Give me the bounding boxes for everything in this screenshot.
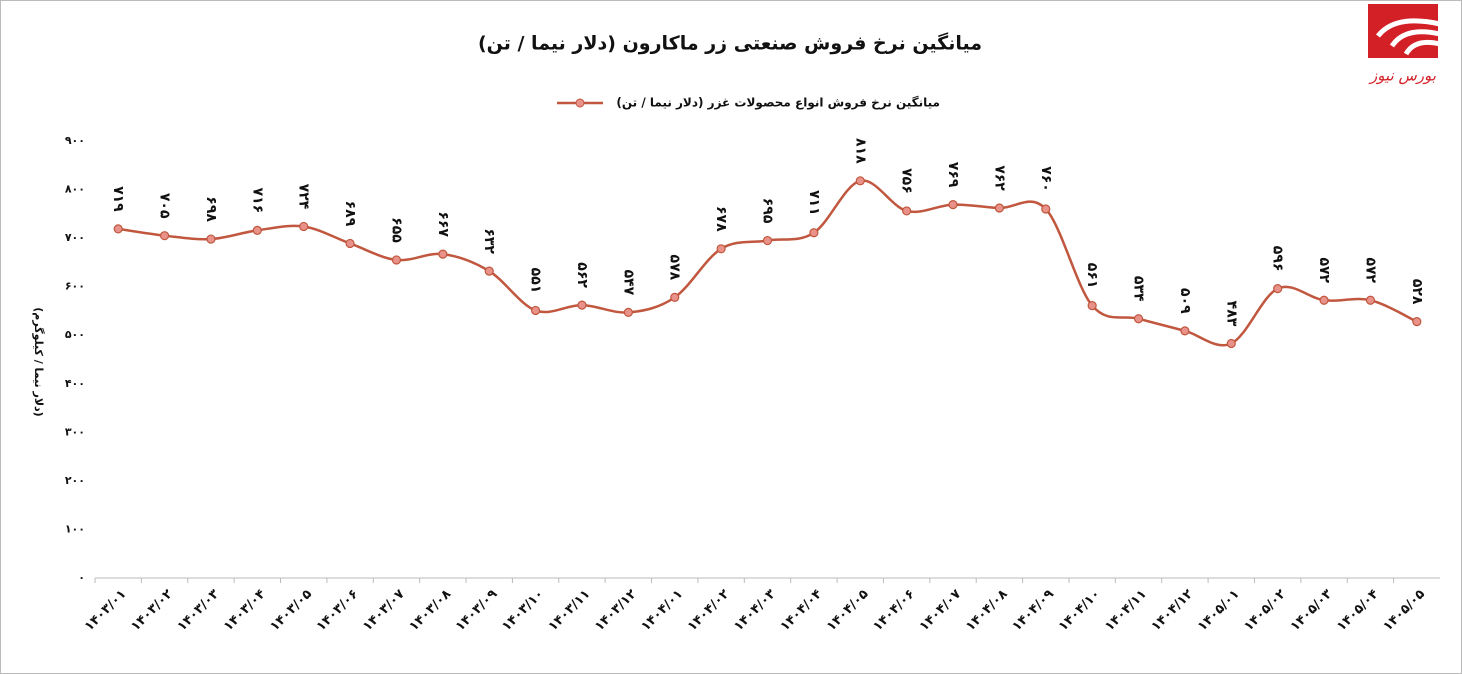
marker <box>670 292 680 302</box>
marker <box>948 200 958 210</box>
y-tick-label: ۰ <box>78 571 85 584</box>
y-tick-label: ۴۰۰ <box>65 377 85 390</box>
y-tick-label: ۱۰۰ <box>65 522 85 535</box>
data-label: ۷۱۹ <box>110 186 126 212</box>
line <box>118 179 1418 347</box>
marker <box>1087 301 1097 311</box>
legend-marker <box>575 98 585 108</box>
data-label: ۷۶۰ <box>1038 166 1054 192</box>
data-label: ۵۵۱ <box>528 268 544 294</box>
y-tick-label: ۳۰۰ <box>65 425 85 438</box>
data-label: ۴۸۳ <box>1223 301 1239 327</box>
data-label: ۷۱۱ <box>806 190 822 216</box>
logo-arcs <box>1376 18 1441 56</box>
marker <box>623 307 633 318</box>
marker <box>1319 295 1329 305</box>
marker <box>159 231 170 241</box>
legend-label: میانگین نرخ فروش انواع محصولات غزر (دلار… <box>616 96 940 111</box>
marker <box>438 249 448 259</box>
data-label: ۵۷۲ <box>1316 257 1332 283</box>
marker <box>299 221 309 232</box>
data-label: ۵۳۴ <box>1131 276 1147 302</box>
data-label: ۶۹۸ <box>203 196 219 222</box>
marker <box>809 228 819 238</box>
marker <box>484 266 494 276</box>
data-label: ۵۶۱ <box>1084 263 1100 289</box>
marker <box>1180 326 1190 336</box>
y-tick-label: ۵۰۰ <box>65 328 85 341</box>
data-label: ۶۹۵ <box>760 198 776 224</box>
marker <box>113 224 123 234</box>
data-label: ۶۷۸ <box>713 206 729 232</box>
marker <box>1412 317 1422 327</box>
data-label: ۶۳۲ <box>481 228 497 254</box>
y-tick-label: ۲۰۰ <box>65 474 85 487</box>
data-label: ۶۵۵ <box>388 217 404 243</box>
y-tick-label: ۶۰۰ <box>65 280 85 293</box>
data-label: ۵۶۲ <box>574 262 590 288</box>
y-tick-label: ۸۰۰ <box>65 183 85 196</box>
y-tick-label: ۹۰۰ <box>65 134 85 147</box>
data-label: ۵۰۹ <box>1177 288 1193 314</box>
marker <box>531 305 541 316</box>
marker <box>391 255 402 265</box>
data-label: ۵۷۲ <box>1362 257 1378 283</box>
marker <box>902 206 912 216</box>
marker <box>577 300 587 310</box>
logo: بورس نیوز <box>1368 4 1441 85</box>
data-label: ۶۶۷ <box>435 211 451 237</box>
marker <box>206 234 216 244</box>
data-label: ۵۷۸ <box>667 255 683 281</box>
y-tick-label: ۷۰۰ <box>65 231 85 244</box>
chart-title: میانگین نرخ فروش صنعتی زر ماکارون (دلار … <box>478 32 982 55</box>
marker <box>994 203 1004 213</box>
data-label: ۷۱۶ <box>249 188 265 214</box>
data-label: ۷۶۹ <box>945 162 961 188</box>
data-label: ۵۲۸ <box>1409 279 1425 305</box>
marker <box>1273 284 1283 294</box>
marker <box>716 244 726 254</box>
data-label: ۸۱۸ <box>852 138 868 164</box>
marker <box>1133 314 1144 324</box>
marker <box>855 176 865 186</box>
marker <box>762 235 773 246</box>
logo-text: بورس نیوز <box>1368 67 1436 85</box>
data-label: ۷۶۲ <box>991 165 1007 191</box>
data-label: ۷۲۴ <box>296 184 312 210</box>
y-axis-title: (دلار نیما / کیلوگرم) <box>32 307 45 416</box>
marker <box>252 225 262 235</box>
marker <box>345 238 355 249</box>
marker <box>1226 338 1236 349</box>
data-label: ۵۹۶ <box>1270 246 1286 272</box>
marker <box>1365 295 1376 305</box>
marker <box>1041 204 1051 214</box>
data-label: ۵۴۷ <box>620 270 636 296</box>
data-label: ۷۰۵ <box>157 193 173 219</box>
data-label: ۶۸۹ <box>342 201 358 227</box>
data-label: ۷۵۶ <box>899 168 915 194</box>
